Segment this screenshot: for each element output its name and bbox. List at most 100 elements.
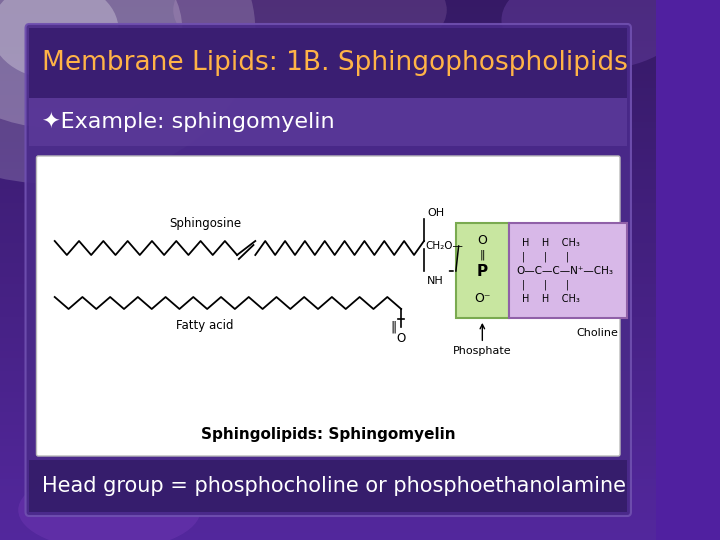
Bar (0, 168, 657, 176)
Bar (0, 282, 657, 291)
Ellipse shape (18, 470, 201, 540)
Bar (0, 262, 657, 270)
Bar (0, 53, 657, 60)
Bar (0, 161, 657, 168)
Bar (0, 471, 657, 480)
Text: |      |      |: | | | (523, 279, 570, 290)
Bar (0, 222, 657, 230)
Bar (0, 215, 657, 222)
FancyBboxPatch shape (37, 156, 620, 456)
Bar (0, 60, 657, 68)
Bar (0, 363, 657, 372)
Bar (0, 478, 657, 486)
Bar (0, 255, 657, 263)
Text: NH: NH (427, 276, 444, 286)
Bar (0, 451, 657, 459)
Bar (0, 276, 657, 284)
Bar (0, 404, 657, 411)
Bar (0, 141, 657, 148)
Bar (0, 93, 657, 102)
Bar (0, 134, 657, 141)
Bar (0, 269, 657, 276)
Bar (30, 460, 627, 512)
Text: |      |      |: | | | (523, 251, 570, 262)
Text: Choline: Choline (576, 328, 618, 338)
Text: Fatty acid: Fatty acid (176, 320, 234, 333)
Text: O: O (477, 234, 487, 247)
Bar (0, 316, 657, 324)
Bar (0, 289, 657, 297)
Bar (0, 188, 657, 195)
Bar (0, 424, 657, 432)
Bar (0, 370, 657, 378)
Text: H    H    CH₃: H H CH₃ (523, 238, 580, 247)
Bar (0, 336, 657, 345)
Bar (456, 223, 509, 318)
Text: ‖: ‖ (391, 321, 397, 334)
Bar (0, 411, 657, 418)
Text: O: O (397, 333, 406, 346)
Text: ✦Example: sphingomyelin: ✦Example: sphingomyelin (42, 112, 335, 132)
Text: O⁻: O⁻ (474, 292, 490, 305)
Bar (0, 6, 657, 14)
Bar (0, 107, 657, 115)
Bar (0, 330, 657, 338)
Bar (0, 39, 657, 47)
Bar (0, 431, 657, 438)
Bar (0, 512, 657, 519)
Bar (0, 19, 657, 27)
Text: Membrane Lipids: 1B. Sphingophospholipids: Membrane Lipids: 1B. Sphingophospholipid… (42, 50, 628, 76)
Text: OH: OH (428, 208, 445, 218)
Bar (0, 444, 657, 453)
Bar (0, 12, 657, 20)
Text: CH₂O—: CH₂O— (426, 241, 464, 251)
Bar (0, 384, 657, 392)
Bar (0, 397, 657, 405)
Bar (0, 309, 657, 317)
Bar (0, 323, 657, 330)
Bar (0, 114, 657, 122)
Text: Sphingolipids: Sphingomyelin: Sphingolipids: Sphingomyelin (201, 427, 456, 442)
Bar (0, 208, 657, 216)
Text: Sphingosine: Sphingosine (169, 217, 241, 230)
Bar (0, 303, 657, 310)
Ellipse shape (0, 0, 119, 79)
Bar (509, 223, 627, 318)
Bar (0, 46, 657, 54)
Bar (0, 249, 657, 256)
Bar (0, 485, 657, 492)
Bar (0, 147, 657, 156)
Bar (0, 0, 657, 6)
Bar (0, 228, 657, 237)
Bar (0, 532, 657, 540)
Bar (0, 73, 657, 81)
Bar (0, 498, 657, 507)
Text: H    H    CH₃: H H CH₃ (523, 294, 580, 303)
Bar (0, 519, 657, 526)
Bar (0, 66, 657, 74)
Bar (30, 28, 627, 98)
Bar (0, 377, 657, 384)
Ellipse shape (0, 0, 182, 128)
Bar (0, 465, 657, 472)
Text: Head group = phosphocholine or phosphoethanolamine: Head group = phosphocholine or phosphoet… (42, 476, 626, 496)
Bar (0, 350, 657, 357)
Bar (0, 87, 657, 94)
Bar (0, 100, 657, 108)
Text: P: P (477, 264, 488, 279)
Ellipse shape (501, 0, 684, 70)
Bar (0, 174, 657, 183)
Bar (0, 525, 657, 534)
Bar (0, 26, 657, 33)
Bar (0, 492, 657, 500)
Bar (0, 357, 657, 364)
Ellipse shape (0, 0, 256, 184)
Bar (0, 343, 657, 351)
Bar (30, 98, 627, 146)
Text: ‖: ‖ (480, 249, 485, 260)
Bar (0, 296, 657, 303)
Bar (0, 242, 657, 249)
Bar (0, 417, 657, 426)
Bar (0, 80, 657, 87)
Bar (0, 458, 657, 465)
